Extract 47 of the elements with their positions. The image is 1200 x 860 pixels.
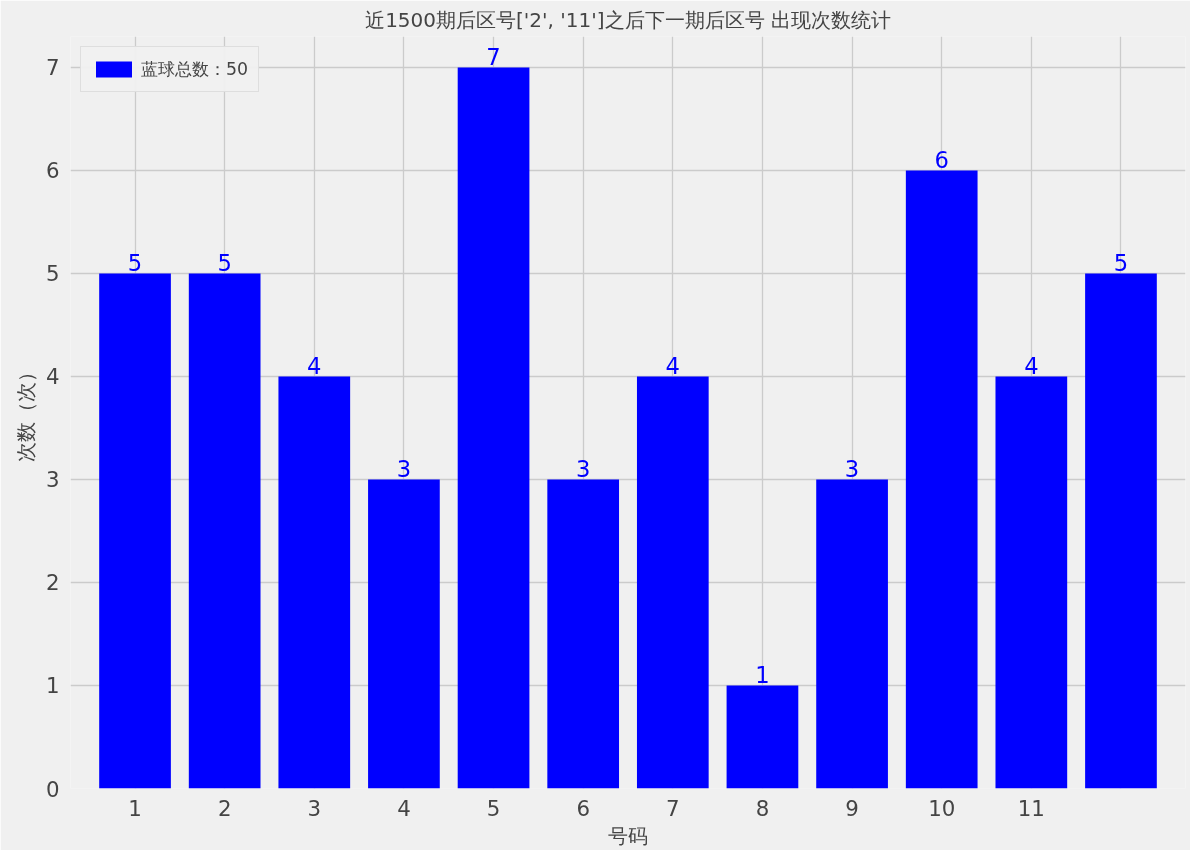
x-tick-label: 9 [845, 795, 859, 821]
bar [368, 479, 440, 789]
data-label: 5 [217, 250, 232, 277]
bar [636, 376, 709, 789]
chart-title: 近1500期后区号['2', '11']之后下一期后区号 出现次数统计 [365, 7, 891, 32]
x-tick-label: 5 [486, 795, 501, 821]
y-tick-label: 2 [45, 570, 60, 596]
data-label: 1 [755, 662, 770, 689]
x-tick-label: 6 [576, 795, 590, 821]
y-tick-label: 4 [45, 364, 60, 390]
bar [1085, 273, 1157, 789]
data-label: 5 [127, 250, 143, 277]
x-tick-label: 8 [755, 795, 770, 821]
bar [995, 376, 1068, 789]
bar [278, 376, 351, 789]
bar [816, 479, 888, 789]
x-tick-label: 11 [1017, 795, 1045, 821]
data-label: 6 [934, 147, 949, 174]
data-label: 4 [307, 353, 322, 380]
x-tick-label: 4 [397, 795, 411, 821]
data-label: 4 [1024, 353, 1039, 380]
data-label: 3 [396, 456, 412, 483]
bar [547, 479, 620, 789]
y-tick-label: 1 [45, 673, 60, 699]
data-label: 3 [844, 456, 860, 483]
bar [905, 170, 978, 789]
bar [457, 67, 530, 789]
legend-label: 蓝球总数：50 [141, 58, 249, 81]
y-axis-title: 次数（次） [13, 362, 38, 463]
x-tick-label: 7 [666, 795, 680, 821]
x-tick-label: 1 [128, 795, 142, 821]
x-tick-label: 10 [928, 795, 956, 821]
bar [188, 273, 261, 789]
x-tick-label: 2 [217, 795, 232, 821]
data-label: 7 [486, 44, 501, 71]
x-axis-title: 号码 [608, 823, 648, 848]
bar [99, 273, 171, 789]
data-label: 3 [575, 456, 591, 483]
y-tick-label: 6 [45, 158, 60, 184]
y-tick-label: 0 [45, 776, 60, 802]
y-tick-label: 5 [45, 261, 60, 287]
data-label: 4 [665, 353, 681, 380]
x-tick-label: 3 [307, 795, 322, 821]
y-tick-label: 3 [45, 467, 60, 493]
bar [726, 685, 799, 789]
y-tick-label: 7 [45, 55, 60, 81]
data-label: 5 [1113, 250, 1129, 277]
